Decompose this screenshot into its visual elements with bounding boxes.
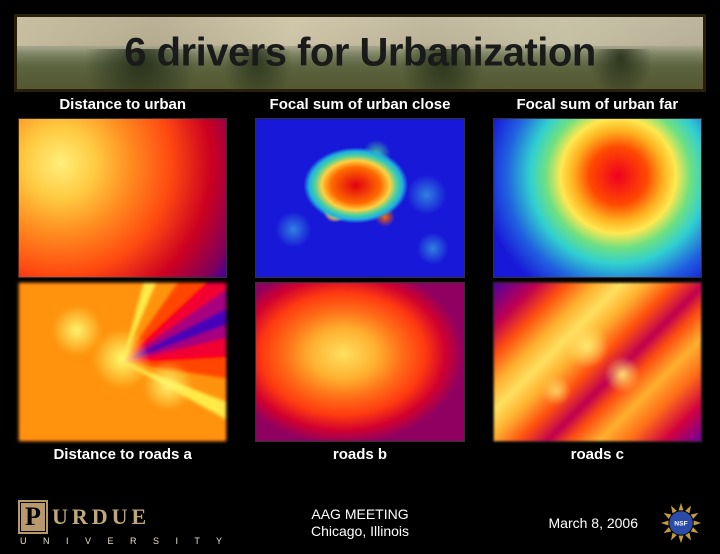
heatmap-distance-to-urban xyxy=(18,118,227,278)
heatmap-distance-roads-a xyxy=(18,282,227,442)
heatmap-focal-sum-close xyxy=(255,118,464,278)
nsf-logo-icon: NSF xyxy=(660,502,702,544)
heatmap-roads-c xyxy=(493,282,702,442)
meeting-info: AAG MEETING Chicago, Illinois xyxy=(311,506,409,541)
meeting-location: Chicago, Illinois xyxy=(311,523,409,541)
title-banner: 6 drivers for Urbanization xyxy=(14,14,706,92)
purdue-subtext: U N I V E R S I T Y xyxy=(20,536,229,546)
meeting-name: AAG MEETING xyxy=(311,506,409,524)
map-label-1: Focal sum of urban close xyxy=(255,96,464,114)
map-label-2: Focal sum of urban far xyxy=(493,96,702,114)
footer-bar: URDUE U N I V E R S I T Y AAG MEETING Ch… xyxy=(0,492,720,554)
map-label-3: Distance to roads a xyxy=(18,446,227,464)
map-label-5: roads c xyxy=(493,446,702,464)
purdue-logo: URDUE U N I V E R S I T Y xyxy=(18,500,229,546)
map-label-4: roads b xyxy=(255,446,464,464)
map-label-0: Distance to urban xyxy=(18,96,227,114)
slide-title: 6 drivers for Urbanization xyxy=(17,31,703,76)
svg-text:NSF: NSF xyxy=(674,521,687,528)
slide-date: March 8, 2006 xyxy=(549,515,639,531)
heatmap-focal-sum-far xyxy=(493,118,702,278)
purdue-wordmark: URDUE xyxy=(52,504,150,530)
maps-grid: Distance to urban Focal sum of urban clo… xyxy=(0,92,720,462)
heatmap-roads-b xyxy=(255,282,464,442)
purdue-p-icon xyxy=(18,500,48,534)
